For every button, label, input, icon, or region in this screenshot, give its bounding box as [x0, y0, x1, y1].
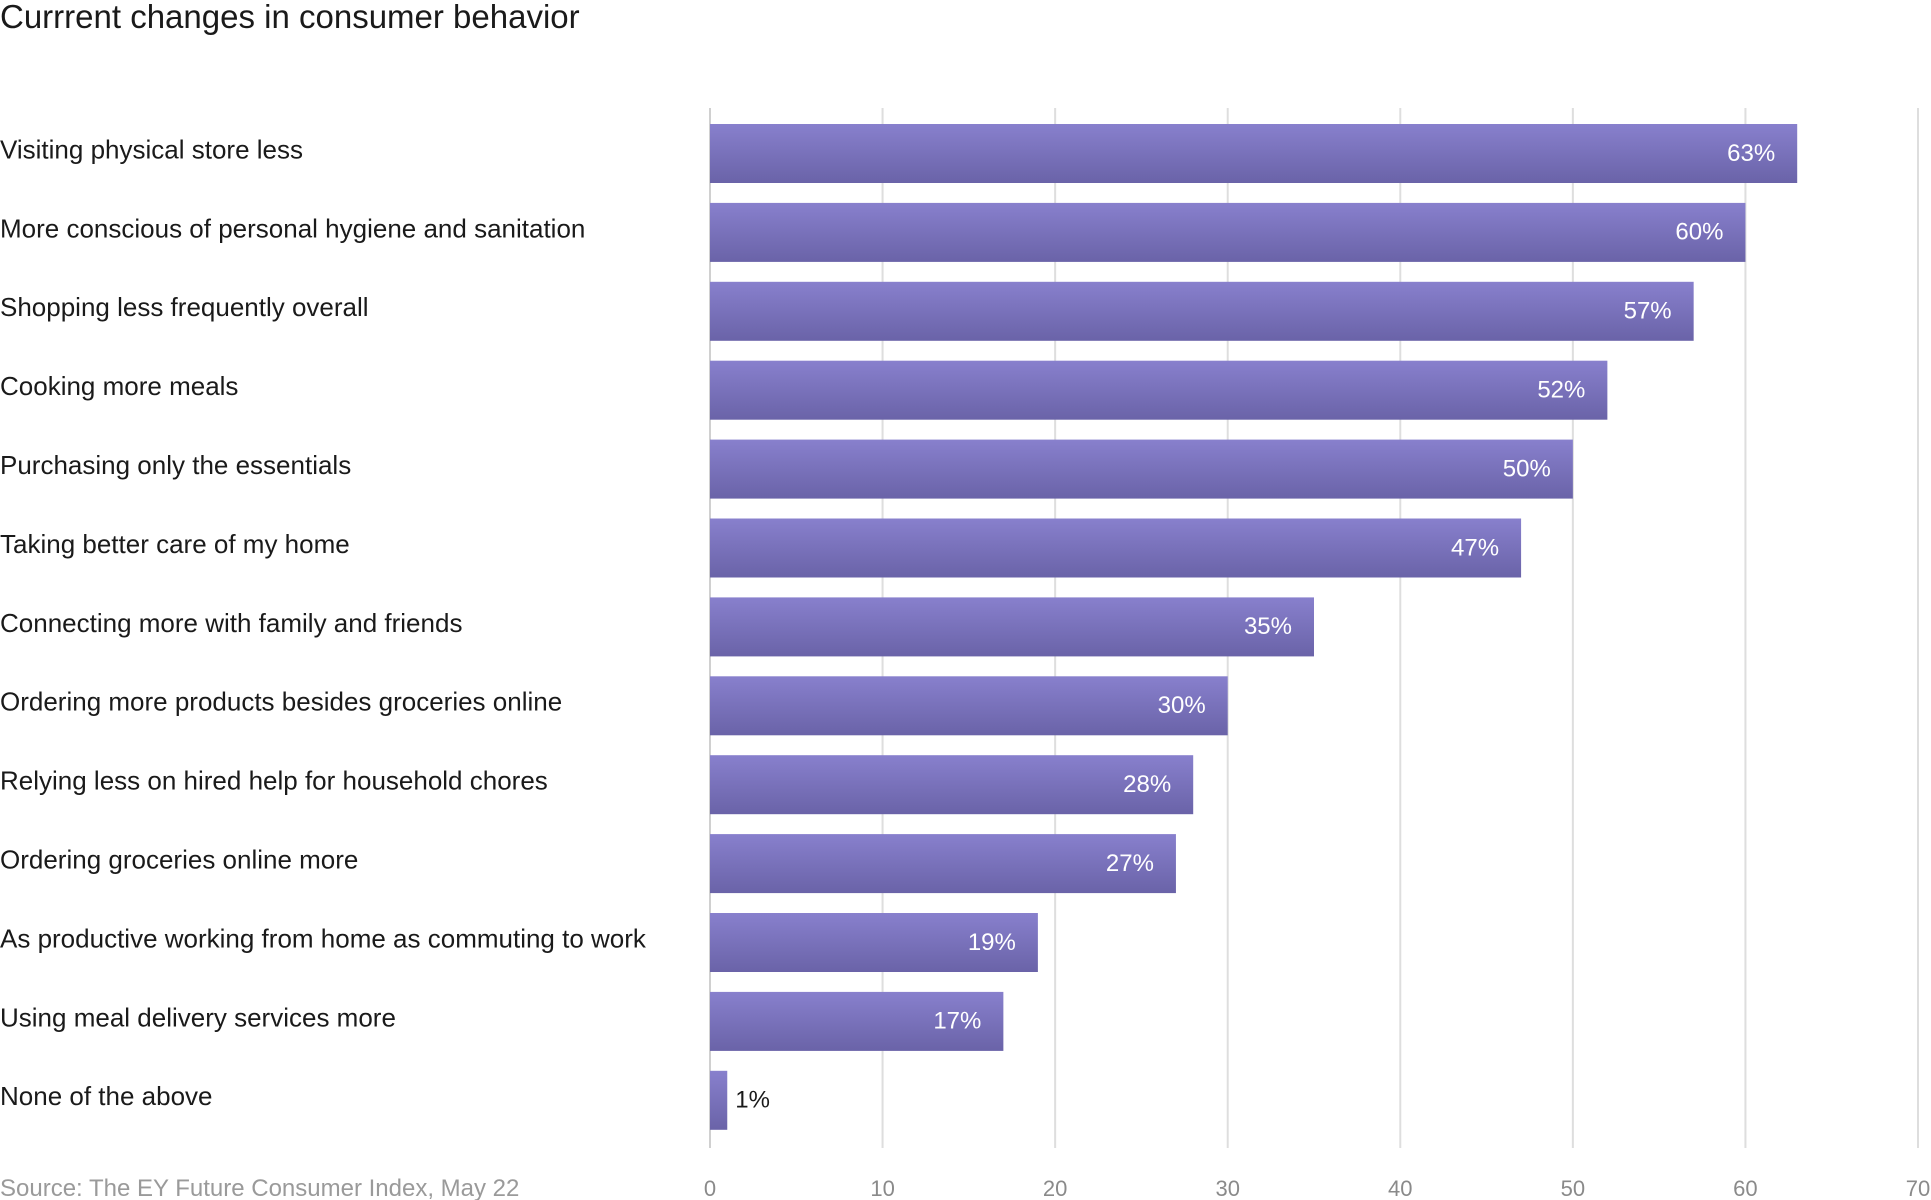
- category-label-11: As productive working from home as commu…: [0, 923, 647, 953]
- bar-7: [710, 597, 1314, 657]
- data-label-6: 47%: [1451, 534, 1499, 561]
- value-labels: 63% 60% 57% 52% 50% 47% 35% 30% 28% 27% 19% 17% 1%: [735, 140, 1775, 1114]
- x-tick-label-60: 60: [1733, 1176, 1757, 1200]
- x-tick-label-0: 0: [704, 1176, 716, 1200]
- data-label-8: 30%: [1158, 692, 1206, 719]
- category-label-7: Connecting more with family and friends: [0, 608, 462, 638]
- data-label-5: 50%: [1503, 455, 1551, 482]
- x-axis-tick-labels: 0 10 20 30 40 50 60 70: [704, 1176, 1930, 1200]
- x-tick-label-50: 50: [1561, 1176, 1585, 1200]
- data-label-13: 1%: [735, 1087, 770, 1114]
- x-tick-label-40: 40: [1388, 1176, 1412, 1200]
- category-label-6: Taking better care of my home: [0, 529, 350, 559]
- data-label-10: 27%: [1106, 850, 1154, 877]
- chart-title: Currrent changes in consumer behavior: [0, 0, 580, 35]
- x-tick-label-30: 30: [1215, 1176, 1239, 1200]
- bar-2: [710, 202, 1746, 262]
- data-label-1: 63%: [1727, 140, 1775, 167]
- bar-13: [710, 1070, 728, 1130]
- data-label-12: 17%: [933, 1008, 981, 1035]
- bar-9: [710, 755, 1194, 815]
- bar-1: [710, 124, 1798, 183]
- bar-12: [710, 991, 1004, 1051]
- data-label-2: 60%: [1675, 219, 1723, 246]
- bars: [710, 124, 1798, 1130]
- bar-10: [710, 834, 1176, 894]
- bar-3: [710, 281, 1694, 341]
- category-label-10: Ordering groceries online more: [0, 844, 358, 874]
- category-labels: Visiting physical store less More conscio…: [0, 134, 647, 1111]
- x-tick-label-20: 20: [1043, 1176, 1067, 1200]
- category-label-9: Relying less on hired help for household…: [0, 766, 548, 796]
- data-label-7: 35%: [1244, 613, 1292, 640]
- category-label-8: Ordering more products besides groceries…: [0, 687, 562, 717]
- x-tick-label-10: 10: [870, 1176, 894, 1200]
- data-label-3: 57%: [1624, 298, 1672, 325]
- data-label-11: 19%: [968, 929, 1016, 956]
- category-label-12: Using meal delivery services more: [0, 1002, 396, 1032]
- data-label-4: 52%: [1537, 377, 1585, 404]
- category-label-4: Cooking more meals: [0, 371, 238, 401]
- x-tick-label-70: 70: [1906, 1176, 1930, 1200]
- category-label-2: More conscious of personal hygiene and s…: [0, 213, 585, 243]
- bar-4: [710, 360, 1608, 420]
- source-note: Source: The EY Future Consumer Index, Ma…: [0, 1175, 519, 1200]
- category-label-13: None of the above: [0, 1081, 213, 1111]
- category-label-1: Visiting physical store less: [0, 134, 303, 164]
- data-label-9: 28%: [1123, 771, 1171, 798]
- bar-11: [710, 913, 1038, 972]
- bar-8: [710, 676, 1228, 736]
- category-label-3: Shopping less frequently overall: [0, 292, 369, 322]
- bar-5: [710, 439, 1573, 499]
- category-label-5: Purchasing only the essentials: [0, 450, 351, 480]
- bar-6: [710, 518, 1522, 578]
